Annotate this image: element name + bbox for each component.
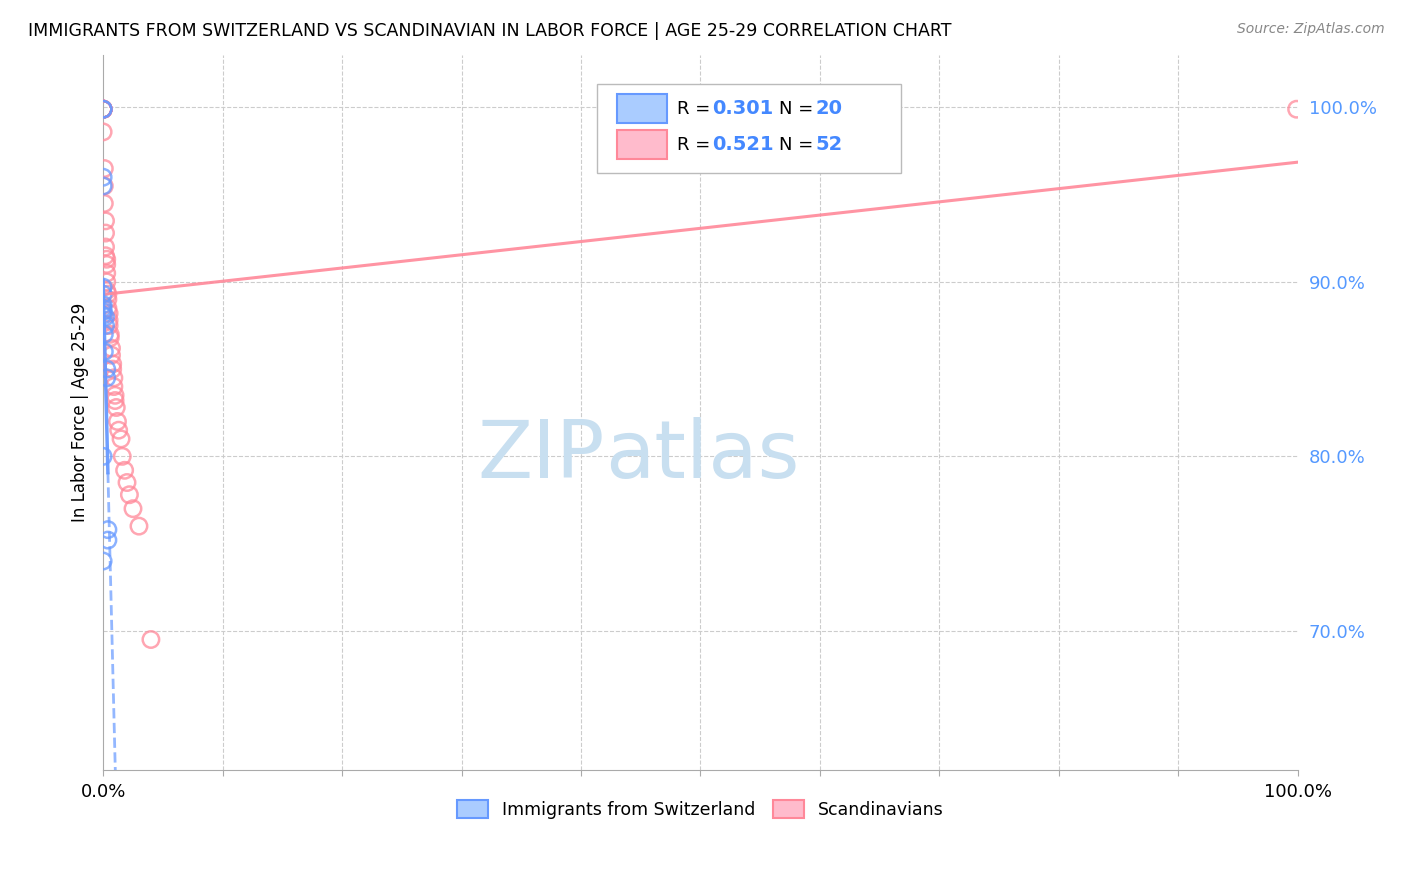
Text: 0.521: 0.521: [713, 135, 775, 154]
Point: [94, 249, 117, 263]
FancyBboxPatch shape: [617, 95, 666, 123]
Text: atlas: atlas: [605, 417, 799, 495]
Point: [91, 287, 114, 301]
Point: [100, 348, 122, 362]
Point: [103, 379, 125, 393]
Point: [91, 308, 114, 322]
Point: [105, 401, 128, 415]
Text: N =: N =: [779, 136, 820, 153]
Text: N =: N =: [779, 100, 820, 118]
Point: [100, 341, 122, 355]
Point: [91, 102, 114, 116]
Point: [104, 393, 127, 408]
Point: [93, 327, 115, 342]
Legend: Immigrants from Switzerland, Scandinavians: Immigrants from Switzerland, Scandinavia…: [450, 793, 950, 826]
Point: [91, 102, 114, 116]
Point: [96, 362, 118, 376]
Point: [96, 284, 118, 298]
Point: [97, 301, 120, 315]
Point: [91, 102, 114, 116]
Point: [97, 287, 120, 301]
Point: [104, 388, 127, 402]
Point: [101, 357, 124, 371]
Point: [96, 371, 118, 385]
Point: [110, 432, 132, 446]
Point: [94, 240, 117, 254]
Text: R =: R =: [676, 100, 716, 118]
Point: [98, 327, 121, 342]
Point: [96, 252, 118, 267]
Point: [97, 533, 120, 547]
Point: [139, 632, 162, 647]
Point: [107, 423, 129, 437]
Point: [93, 196, 115, 211]
Point: [91, 102, 114, 116]
Point: [91, 102, 114, 116]
Text: ZIP: ZIP: [478, 417, 605, 495]
Point: [91, 102, 114, 116]
Text: 20: 20: [815, 99, 842, 119]
Point: [91, 301, 114, 315]
Point: [94, 310, 117, 324]
Point: [94, 318, 117, 333]
Point: [91, 280, 114, 294]
Point: [91, 554, 114, 568]
Point: [98, 318, 121, 333]
Point: [96, 275, 118, 289]
Point: [101, 362, 124, 376]
Point: [118, 488, 141, 502]
Point: [93, 344, 115, 359]
Point: [91, 450, 114, 464]
Text: Source: ZipAtlas.com: Source: ZipAtlas.com: [1237, 22, 1385, 37]
Point: [91, 102, 114, 116]
Point: [91, 102, 114, 116]
Point: [91, 125, 114, 139]
Point: [98, 306, 121, 320]
Point: [115, 475, 138, 490]
Y-axis label: In Labor Force | Age 25-29: In Labor Force | Age 25-29: [72, 303, 89, 523]
Point: [91, 178, 114, 193]
Text: R =: R =: [676, 136, 716, 153]
Point: [91, 102, 114, 116]
Point: [128, 519, 150, 533]
Point: [91, 304, 114, 318]
Point: [91, 170, 114, 185]
FancyBboxPatch shape: [617, 130, 666, 159]
Point: [91, 102, 114, 116]
Text: IMMIGRANTS FROM SWITZERLAND VS SCANDINAVIAN IN LABOR FORCE | AGE 25-29 CORRELATI: IMMIGRANTS FROM SWITZERLAND VS SCANDINAV…: [28, 22, 952, 40]
Point: [96, 266, 118, 280]
Point: [91, 102, 114, 116]
Point: [94, 226, 117, 240]
Point: [1285, 102, 1308, 116]
Point: [91, 102, 114, 116]
FancyBboxPatch shape: [596, 84, 901, 173]
Text: 52: 52: [815, 135, 842, 154]
Point: [114, 463, 136, 477]
Point: [91, 297, 114, 311]
Point: [103, 371, 125, 385]
Point: [111, 450, 134, 464]
Point: [94, 214, 117, 228]
Text: 0.301: 0.301: [713, 99, 773, 119]
Point: [96, 257, 118, 271]
Point: [98, 313, 121, 327]
Point: [93, 178, 115, 193]
Point: [122, 501, 145, 516]
Point: [98, 331, 121, 345]
Point: [97, 523, 120, 537]
Point: [93, 161, 115, 176]
Point: [107, 414, 129, 428]
Point: [91, 102, 114, 116]
Point: [97, 293, 120, 307]
